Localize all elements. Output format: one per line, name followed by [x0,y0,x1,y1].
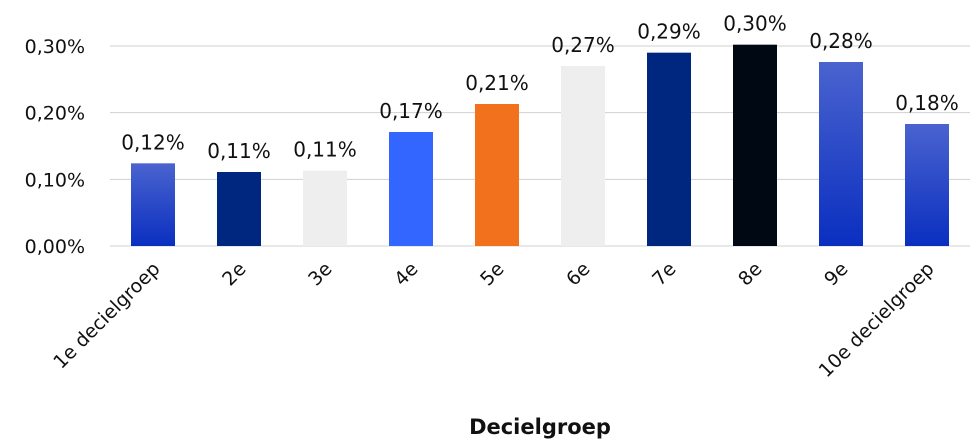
bar [131,163,175,246]
x-tick-label: 8e [734,258,766,290]
bar [819,62,863,246]
bar [905,124,949,246]
bar [217,172,261,246]
y-tick-label: 0,00% [25,236,85,258]
data-labels: 0,12% 0,11% 0,11% 0,17% 0,21% 0,27% 0,29% 0,30%… [121,12,959,163]
x-tick-label: 6e [562,258,594,290]
data-label: 0,11% [207,139,271,163]
x-axis-title: Decielgroep [469,415,611,439]
bar [733,44,777,246]
x-tick-label: 1e decielgroep [49,258,164,373]
data-label: 0,21% [465,71,529,95]
bar [475,104,519,246]
x-tick-label: 3e [304,258,336,290]
x-tick-label: 2e [218,258,250,290]
x-tick-label: 4e [390,258,422,290]
x-tick-label: 9e [820,258,852,290]
data-label: 0,27% [551,33,615,57]
data-label: 0,28% [809,29,873,53]
bars [131,44,949,246]
y-tick-label: 0,30% [25,36,85,58]
y-tick-label: 0,20% [25,103,85,125]
bar [561,66,605,246]
y-axis-tick-labels: 0,00% 0,10% 0,20% 0,30% [25,36,85,258]
data-label: 0,11% [293,138,357,162]
x-tick-label: 5e [476,258,508,290]
bar [389,132,433,246]
data-label: 0,18% [895,91,959,115]
data-label: 0,30% [723,12,787,36]
bar [647,52,691,246]
y-tick-label: 0,10% [25,169,85,191]
data-label: 0,12% [121,130,185,154]
bar [303,170,347,246]
data-label: 0,29% [637,20,701,44]
x-tick-label: 7e [648,258,680,290]
data-label: 0,17% [379,99,443,123]
